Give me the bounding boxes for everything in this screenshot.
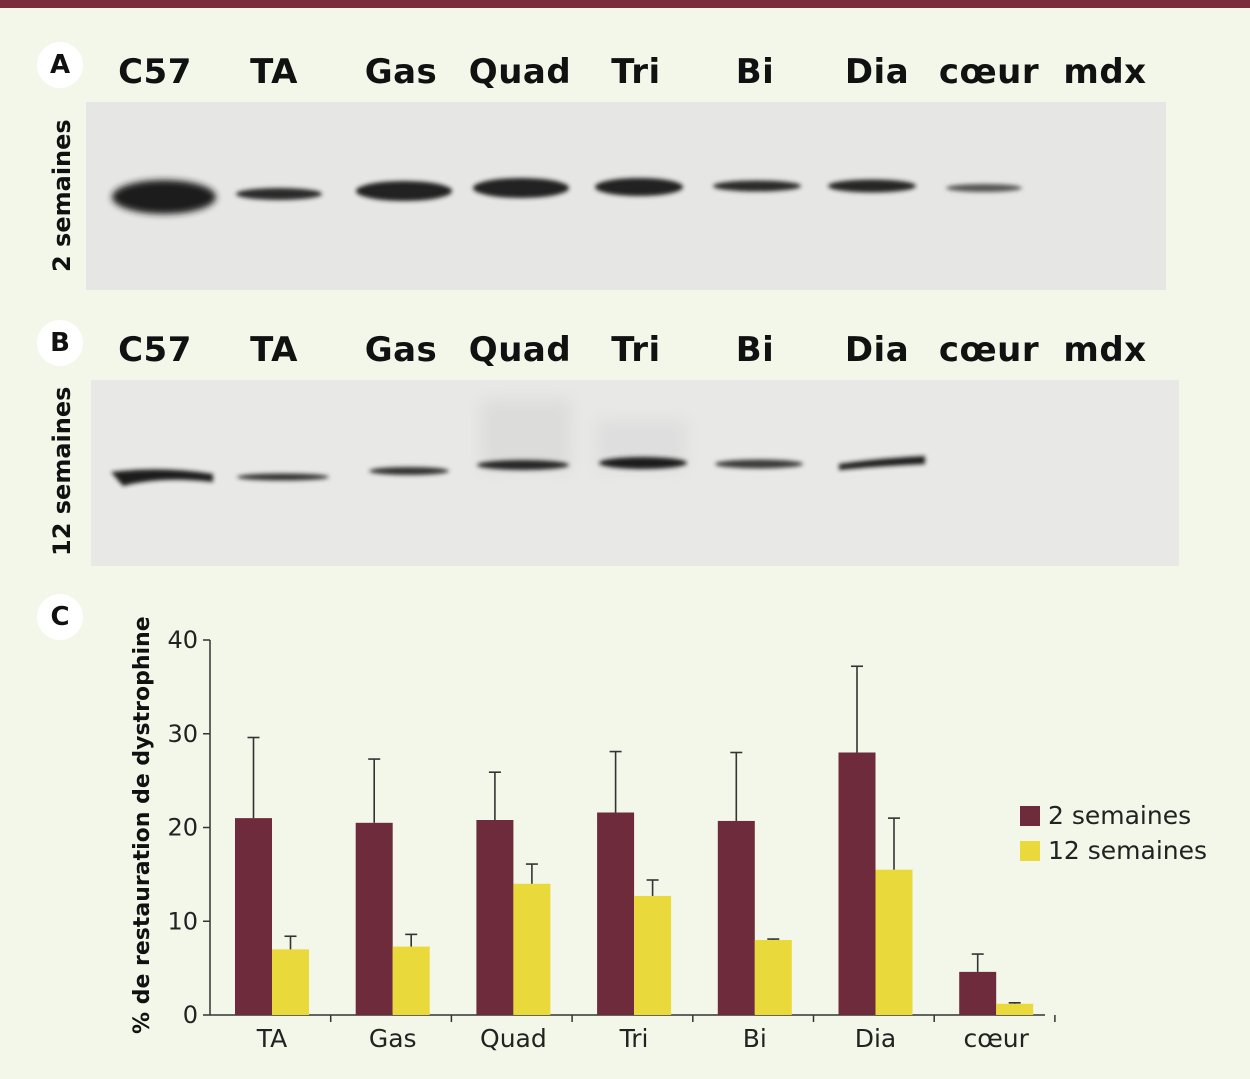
legend-swatch-12-semaines [1020,840,1040,861]
lane-label-quad: Quad [468,330,572,370]
band-a-c57 [112,180,216,214]
lane-label-mdx: mdx [1063,330,1147,370]
band-a-tri [595,178,683,196]
bar-12w [634,895,672,1015]
legend-item-2-semaines: 2 semaines [1020,798,1207,833]
bar-12w [996,1003,1034,1015]
band-b-gas [369,467,449,475]
x-tick-label: Quad [480,1024,547,1053]
band-b-dia [839,456,925,470]
x-tick-label: TA [256,1024,287,1053]
band-a-ta [236,188,322,200]
bar-2w [355,822,393,1015]
y-axis-title: % de restauration de dystrophine [130,616,155,1034]
panel-b-lane-labels: C57 TA Gas Quad Tri Bi Dia cœur mdx [0,330,1250,374]
bar-12w [513,883,551,1015]
panel-b-badge: B [37,320,83,366]
lane-label-tri: Tri [611,52,661,92]
legend-label-12-semaines: 12 semaines [1048,836,1208,865]
y-tick-label: 20 [167,814,198,842]
x-tick-label: Tri [619,1024,649,1053]
chart-legend: 2 semaines 12 semaines [1020,798,1207,868]
lane-label-dia: Dia [844,330,910,370]
y-tick-label: 0 [183,1001,198,1029]
bar-12w [754,940,792,1015]
lane-label-ta: TA [250,330,298,370]
lane-label-coeur: cœur [938,52,1040,92]
y-tick-label: 30 [167,720,198,748]
legend-item-12-semaines: 12 semaines [1020,833,1207,868]
band-a-gas [356,181,452,201]
panel-a-side-label: 2 semaines [48,119,76,272]
bar-2w [597,812,635,1015]
band-a-quad [473,178,569,198]
western-blot-b [91,380,1179,566]
lane-label-ta: TA [250,52,298,92]
lane-label-tri: Tri [611,330,661,370]
bar-12w [875,869,913,1015]
y-tick-label: 10 [167,907,198,935]
lane-label-gas: Gas [364,330,438,370]
lane-label-bi: Bi [735,330,775,370]
western-blot-a [86,102,1166,290]
bar-2w [717,820,755,1015]
panel-a-lane-labels: C57 TA Gas Quad Tri Bi Dia cœur mdx [0,52,1250,96]
x-tick-label: Bi [743,1024,767,1053]
bar-2w [838,752,876,1015]
lane-label-dia: Dia [844,52,910,92]
bar-chart: 0 10 20 30 40 TA Gas Quad Tri Bi Dia cœur [167,626,1056,1053]
legend-label-2-semaines: 2 semaines [1048,801,1192,830]
top-rule [0,0,1250,8]
lane-label-mdx: mdx [1063,52,1147,92]
band-a-dia [828,179,916,193]
bar-2w [235,818,272,1015]
lane-label-quad: Quad [468,52,572,92]
band-b-tri [599,457,687,469]
x-tick-label: Gas [369,1024,417,1053]
band-a-coeur [946,184,1022,192]
bar-2w [959,971,997,1015]
lane-label-gas: Gas [364,52,438,92]
lane-label-coeur: cœur [938,330,1040,370]
y-tick-label: 40 [167,626,198,654]
lane-label-c57: C57 [118,52,192,92]
bar-12w [272,949,309,1015]
band-b-quad [477,460,569,470]
bar-2w [476,820,514,1015]
panel-a-badge: A [37,42,83,88]
panel-c-badge: C [37,594,83,640]
band-b-ta [237,473,329,481]
legend-swatch-2-semaines [1020,805,1040,826]
band-b-c57 [111,469,213,486]
lane-label-bi: Bi [735,52,775,92]
band-b-bi [715,459,803,469]
lane-label-c57: C57 [118,330,192,370]
bar-12w [392,946,430,1015]
panel-b-side-label: 12 semaines [48,386,76,556]
x-tick-label: Dia [855,1024,897,1053]
x-tick-label: cœur [963,1024,1029,1053]
band-a-bi [713,180,801,192]
